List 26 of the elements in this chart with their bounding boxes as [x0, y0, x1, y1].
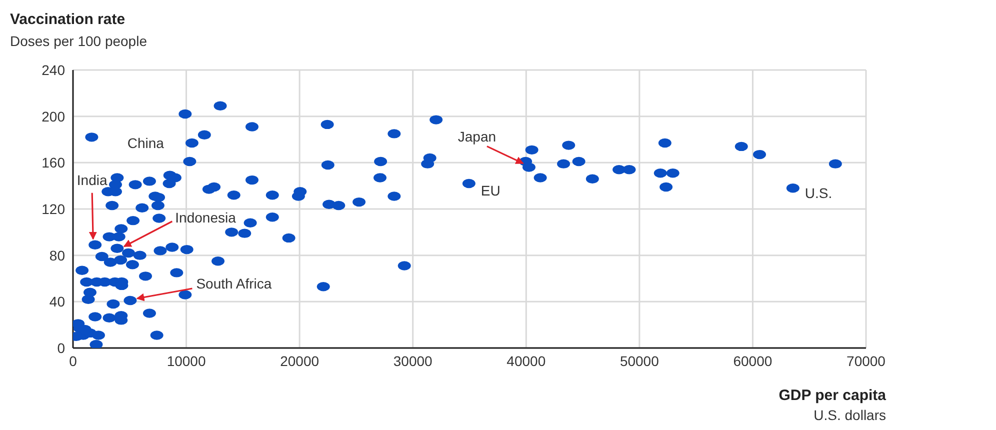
annotation: U.S.: [804, 185, 832, 202]
chart-title: Vaccination rate: [10, 11, 126, 28]
y-tick-label: 80: [49, 247, 66, 264]
x-tick-label: 10000: [166, 352, 206, 369]
annotation: Indonesia: [175, 209, 236, 226]
x-tick-label: 0: [69, 352, 78, 369]
annotation: China: [127, 134, 164, 151]
text: U.S. dollars: [814, 407, 886, 423]
annotation: EU: [480, 182, 500, 199]
x-tick-label: 40000: [506, 352, 546, 369]
annotation: Japan: [458, 128, 496, 144]
y-tick-label: 0: [57, 340, 66, 356]
x-tick-label: 50000: [620, 352, 660, 369]
x-tick-label: 70000: [846, 352, 886, 369]
y-tick-label: 240: [42, 62, 66, 78]
y-tick-label: 160: [42, 154, 66, 171]
annotation: India: [76, 172, 108, 188]
y-tick-label: 120: [42, 200, 66, 217]
y-tick-label: 200: [42, 108, 66, 124]
x-axis-title: GDP per capita: [778, 387, 887, 404]
chart-subtitle: Doses per 100 people: [10, 33, 148, 49]
annotation: South Africa: [196, 276, 272, 292]
y-tick-label: 40: [49, 294, 66, 310]
x-tick-label: 20000: [280, 352, 320, 369]
x-tick-label: 60000: [733, 352, 772, 369]
x-tick-label: 30000: [393, 352, 433, 369]
